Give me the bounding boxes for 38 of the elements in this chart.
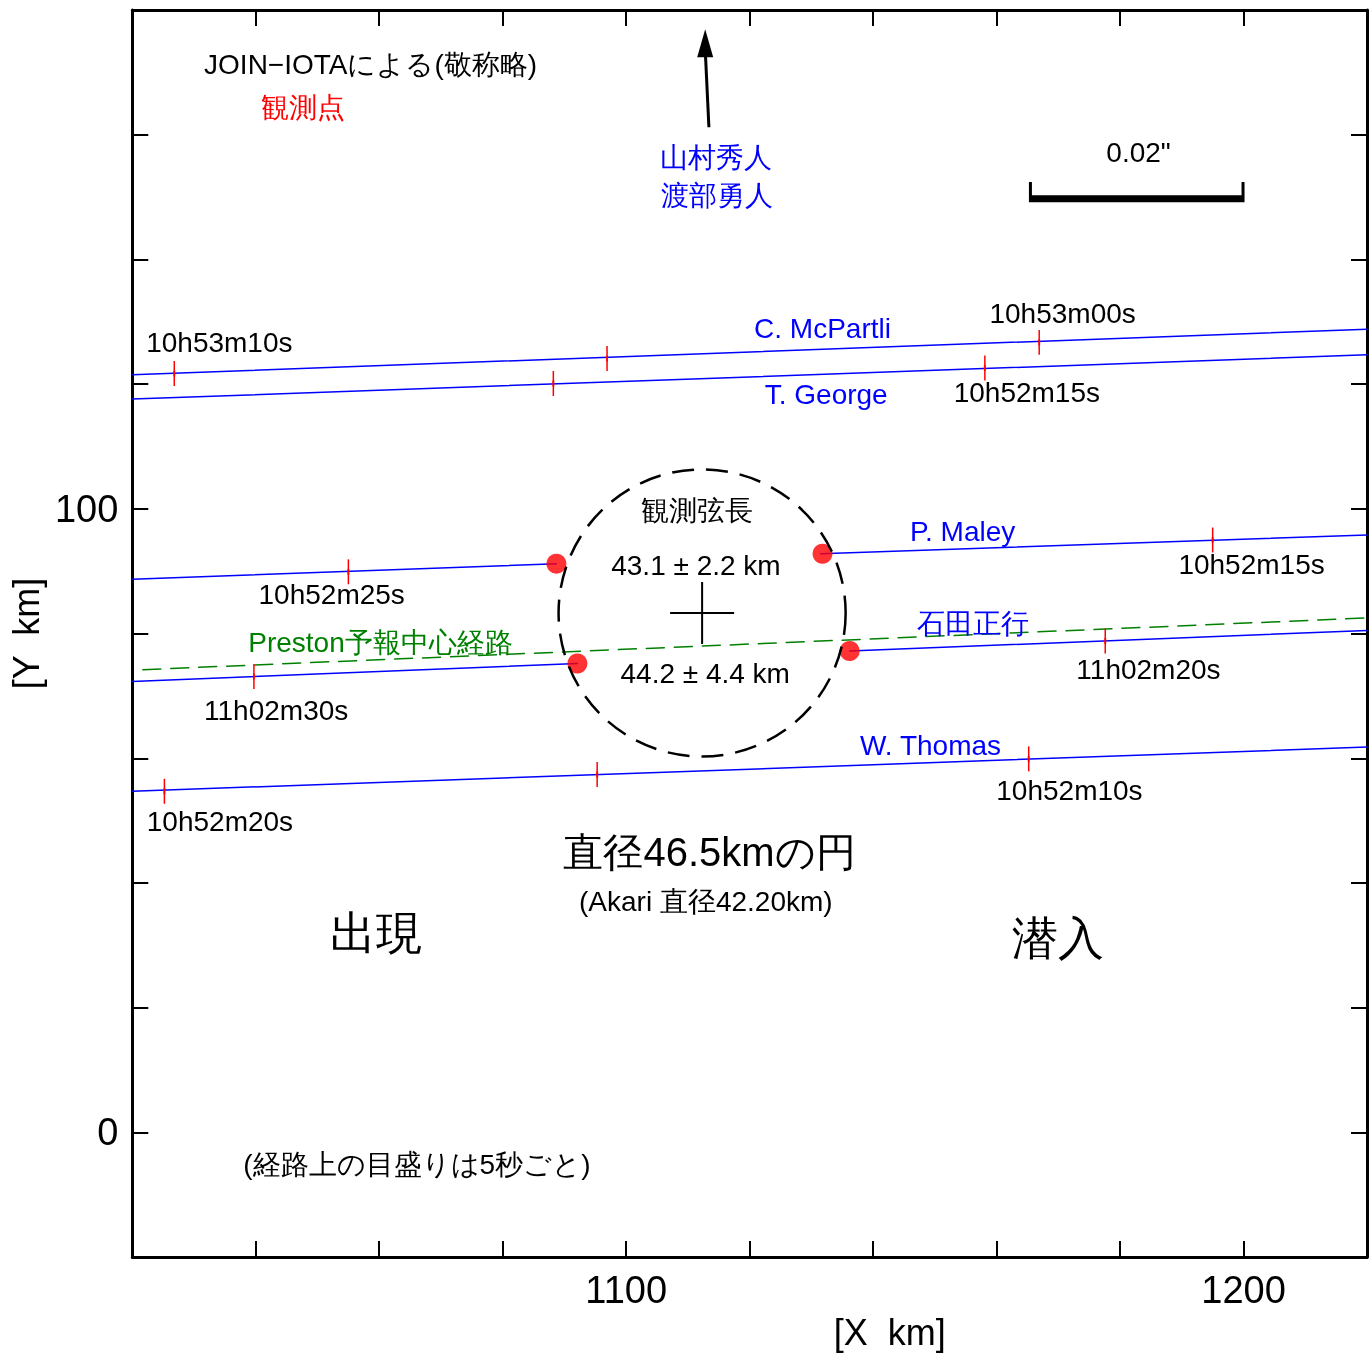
annotation: 10h52m20s	[146, 806, 294, 838]
y-tick-label: 0	[97, 1111, 119, 1154]
x-axis-title: [X km]	[833, 1311, 946, 1353]
point	[812, 543, 833, 564]
annotation: P. Maley	[909, 515, 1016, 547]
annotation: 10h52m15s	[953, 377, 1101, 409]
y-axis-title: [Y km]	[5, 577, 47, 690]
annotation: 11h02m30s	[204, 695, 349, 727]
annotation: 出現	[330, 907, 423, 960]
annotation: 0.02"	[1106, 136, 1171, 168]
annotation: 石田正行	[917, 608, 1030, 640]
annotation: JOIN−IOTAによる(敬称略)	[204, 49, 538, 81]
annotation: 潜入	[1011, 912, 1104, 965]
annotation: 10h52m15s	[1178, 549, 1325, 581]
annotation: 直径46.5kmの円	[563, 829, 856, 874]
annotation: W. Thomas	[859, 729, 1002, 761]
annotation: 山村秀人	[659, 141, 772, 173]
x-tick-label: 1100	[585, 1269, 668, 1312]
annotation: C. McPartli	[754, 313, 891, 345]
y-tick-label: 100	[54, 487, 119, 530]
annotation: (経路上の目盛りは5秒ごと)	[243, 1149, 591, 1181]
point	[546, 553, 567, 574]
point	[839, 641, 860, 661]
annotation: 観測弦長	[641, 494, 754, 526]
point	[567, 653, 588, 674]
annotation: 44.2 ± 4.4 km	[620, 657, 790, 689]
annotation: 観測点	[261, 92, 346, 124]
annotation: 渡部勇人	[660, 180, 773, 212]
annotation: Preston予報中心経路	[248, 626, 513, 658]
x-tick-label: 1200	[1201, 1269, 1286, 1312]
annotation: 10h53m00s	[989, 297, 1136, 329]
annotation: T. George	[764, 378, 888, 410]
annotation: 10h52m25s	[258, 578, 405, 610]
annotation: 43.1 ± 2.2 km	[611, 550, 781, 582]
annotation: 11h02m20s	[1076, 654, 1221, 686]
annotation: 10h52m10s	[996, 774, 1143, 806]
annotation: 10h53m10s	[146, 326, 293, 358]
annotation: (Akari 直径42.20km)	[579, 885, 833, 917]
